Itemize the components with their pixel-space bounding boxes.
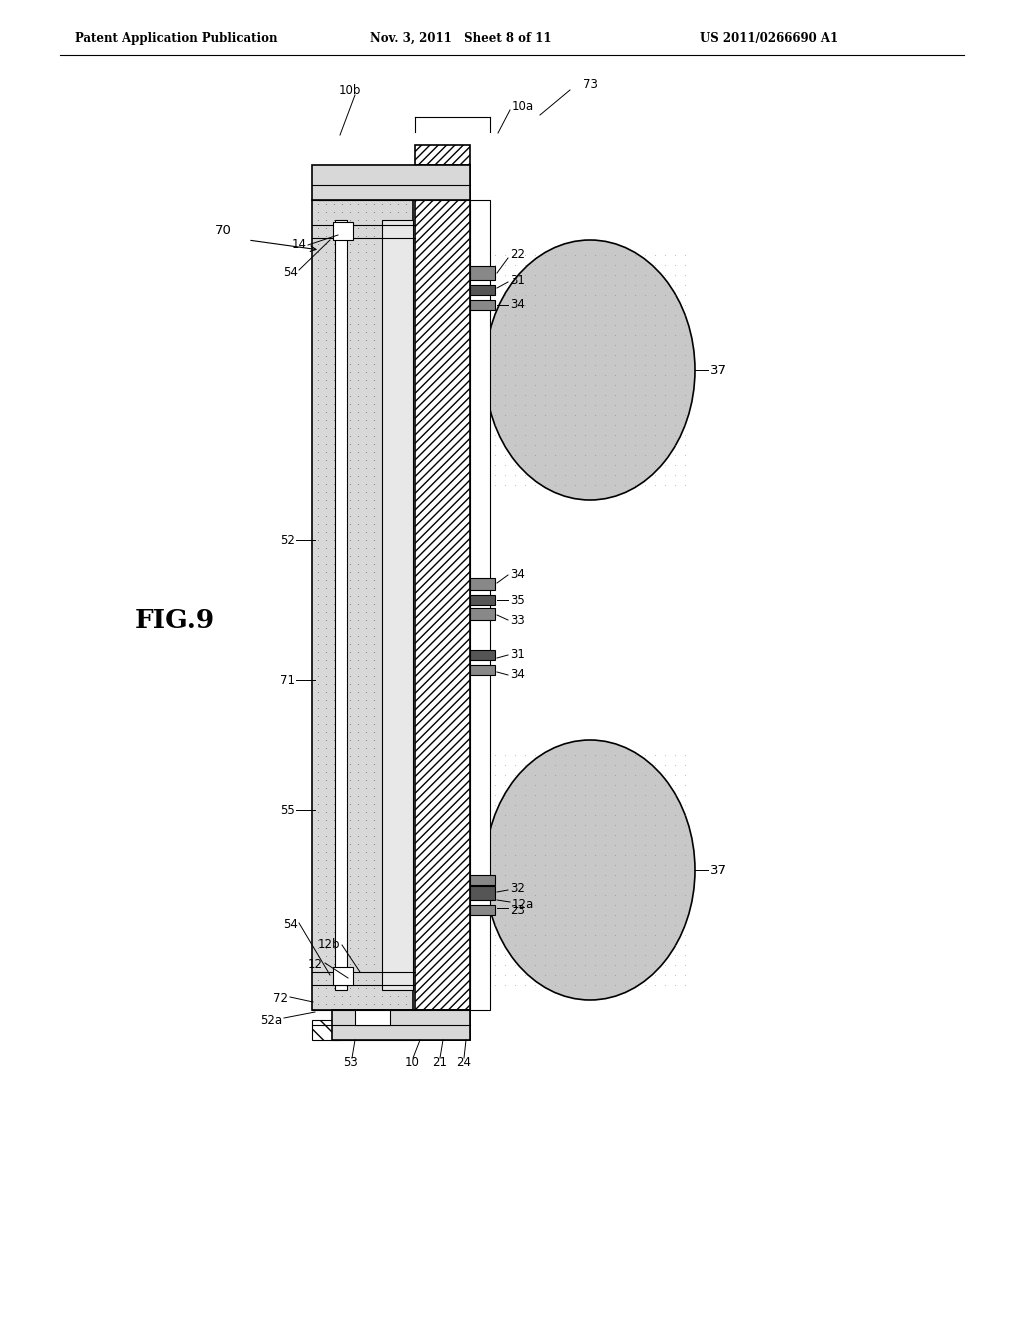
Text: 12: 12: [308, 958, 323, 972]
Bar: [415, 165, 470, 201]
Text: 37: 37: [710, 363, 727, 376]
Text: 10: 10: [404, 1056, 420, 1068]
Text: Patent Application Publication: Patent Application Publication: [75, 32, 278, 45]
Text: 21: 21: [432, 1056, 447, 1068]
Bar: [312, 201, 413, 1010]
Bar: [470, 906, 495, 915]
Text: 34: 34: [510, 668, 525, 681]
Text: 10a: 10a: [512, 100, 535, 114]
Text: 24: 24: [457, 1056, 471, 1068]
Text: 32: 32: [510, 882, 525, 895]
Bar: [470, 875, 495, 884]
Text: 35: 35: [510, 594, 524, 606]
Text: 34: 34: [510, 569, 525, 582]
Bar: [415, 1010, 470, 1040]
Text: 54: 54: [283, 919, 298, 932]
Text: 31: 31: [510, 273, 525, 286]
Text: 53: 53: [343, 1056, 357, 1068]
Bar: [333, 222, 353, 240]
Text: 34: 34: [510, 298, 525, 312]
Bar: [312, 1020, 415, 1040]
Bar: [470, 285, 495, 294]
Text: 10b: 10b: [339, 83, 361, 96]
Text: 54: 54: [283, 265, 298, 279]
Bar: [332, 1010, 340, 1040]
Bar: [317, 165, 338, 201]
Bar: [355, 1010, 390, 1026]
Text: 33: 33: [510, 614, 524, 627]
Bar: [470, 609, 495, 620]
Text: 55: 55: [281, 804, 295, 817]
Text: Nov. 3, 2011   Sheet 8 of 11: Nov. 3, 2011 Sheet 8 of 11: [370, 32, 552, 45]
Bar: [312, 165, 470, 201]
Text: 72: 72: [273, 991, 288, 1005]
Bar: [470, 665, 495, 675]
Text: 31: 31: [510, 648, 525, 661]
Bar: [415, 145, 470, 1040]
Text: 71: 71: [280, 673, 295, 686]
Ellipse shape: [485, 741, 695, 1001]
Bar: [470, 300, 495, 310]
Text: FIG.9: FIG.9: [135, 607, 215, 632]
Text: 12a: 12a: [512, 899, 535, 912]
Text: 52: 52: [281, 533, 295, 546]
Text: 73: 73: [583, 78, 597, 91]
Bar: [333, 968, 353, 985]
Text: 12b: 12b: [317, 939, 340, 952]
Text: US 2011/0266690 A1: US 2011/0266690 A1: [700, 32, 838, 45]
Bar: [335, 220, 347, 990]
Bar: [470, 578, 495, 590]
Bar: [470, 886, 495, 900]
Bar: [470, 267, 495, 280]
Ellipse shape: [485, 240, 695, 500]
Text: 23: 23: [510, 903, 525, 916]
Text: 22: 22: [510, 248, 525, 261]
Text: 70: 70: [215, 223, 232, 236]
Bar: [470, 649, 495, 660]
Text: 37: 37: [710, 863, 727, 876]
Text: 52a: 52a: [260, 1014, 282, 1027]
Bar: [470, 201, 490, 1010]
Bar: [382, 220, 413, 990]
Text: 14: 14: [292, 239, 307, 252]
Bar: [332, 1010, 470, 1040]
Bar: [470, 595, 495, 605]
